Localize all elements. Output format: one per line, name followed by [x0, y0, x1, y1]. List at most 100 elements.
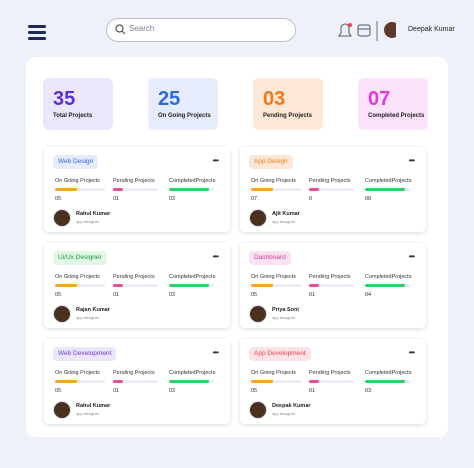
count: 08: [365, 196, 372, 202]
column-label: Pending Projects: [113, 274, 155, 280]
column-label: On Going Projects: [251, 370, 296, 376]
progress-track: [251, 188, 301, 191]
project-tag[interactable]: Dashboard: [249, 251, 291, 265]
count: 03: [169, 388, 176, 394]
column-label: Pending Projects: [309, 178, 351, 184]
project-tag[interactable]: App Development: [249, 347, 311, 361]
progress-fill: [113, 188, 123, 191]
column-label: Pending Projects: [113, 178, 155, 184]
progress-fill: [113, 284, 123, 287]
more-button[interactable]: •••: [212, 348, 219, 357]
search-box[interactable]: Search: [106, 18, 296, 42]
person-name: Deepak Kumar: [272, 403, 311, 409]
progress-track: [169, 284, 214, 287]
progress-fill: [365, 188, 405, 191]
column-label: On Going Projects: [55, 370, 100, 376]
project-tag[interactable]: Ui/Ux Designer: [53, 251, 107, 265]
progress-fill: [55, 380, 77, 383]
project-card: Ui/Ux Designer ••• On Going Projects 05 Pend…: [44, 243, 230, 328]
count: 04: [365, 292, 372, 298]
progress-track: [113, 284, 158, 287]
project-card: Web Development ••• On Going Projects 05 Pen…: [44, 339, 230, 424]
column-label: CompletedProjects: [365, 370, 412, 376]
user-name: Deepak Kumar: [408, 26, 455, 33]
more-button[interactable]: •••: [408, 348, 415, 357]
count: 07: [251, 196, 258, 202]
progress-track: [309, 380, 354, 383]
stat-card[interactable]: 25 On Going Projects: [148, 78, 218, 130]
column-label: CompletedProjects: [365, 178, 412, 184]
header-icons: [338, 21, 396, 41]
progress-track: [365, 284, 410, 287]
progress-track: [55, 284, 105, 287]
stat-card[interactable]: 03 Pending Projects: [253, 78, 323, 130]
column-label: On Going Projects: [251, 274, 296, 280]
search-placeholder: Search: [129, 24, 155, 33]
notification-dot: [348, 23, 352, 27]
progress-track: [365, 188, 410, 191]
progress-fill: [251, 380, 273, 383]
progress-track: [365, 380, 410, 383]
more-button[interactable]: •••: [408, 156, 415, 165]
count: 01: [113, 196, 120, 202]
column-label: On Going Projects: [55, 178, 100, 184]
column-label: On Going Projects: [251, 178, 296, 184]
menu-button[interactable]: [28, 25, 46, 43]
project-tag[interactable]: Web Development: [53, 347, 117, 361]
column-label: On Going Projects: [55, 274, 100, 280]
user-avatar[interactable]: [384, 22, 396, 38]
count: 05: [55, 196, 62, 202]
count: 03: [169, 292, 176, 298]
more-button[interactable]: •••: [212, 252, 219, 261]
stat-label: Pending Projects: [263, 113, 313, 119]
progress-fill: [169, 188, 209, 191]
project-card: Dashboard ••• On Going Projects 05 Pending P…: [240, 243, 426, 328]
stat-value: 35: [53, 88, 76, 110]
stat-value: 03: [263, 88, 286, 110]
count: 05: [55, 388, 62, 394]
more-button[interactable]: •••: [212, 156, 219, 165]
progress-fill: [365, 380, 405, 383]
progress-fill: [309, 380, 319, 383]
person-role: app designer: [272, 219, 296, 224]
progress-track: [55, 188, 105, 191]
avatar: [249, 401, 267, 419]
column-label: Pending Projects: [309, 274, 351, 280]
avatar: [53, 401, 71, 419]
progress-track: [309, 284, 354, 287]
progress-track: [55, 380, 105, 383]
person-name: Ajit Kumar: [272, 211, 300, 217]
more-button[interactable]: •••: [408, 252, 415, 261]
stat-label: On Going Projects: [158, 113, 211, 119]
stat-card[interactable]: 07 Completed Projects: [358, 78, 428, 130]
progress-track: [169, 380, 214, 383]
project-tag[interactable]: Web Design: [53, 155, 99, 169]
progress-track: [169, 188, 214, 191]
progress-track: [113, 188, 158, 191]
column-label: CompletedProjects: [365, 274, 412, 280]
project-tag[interactable]: App Design: [249, 155, 293, 169]
column-label: Pending Projects: [113, 370, 155, 376]
count: 01: [113, 292, 120, 298]
stat-card[interactable]: 35 Total Projects: [43, 78, 113, 130]
person-name: Rajan Kumar: [76, 307, 110, 313]
progress-track: [251, 284, 301, 287]
progress-fill: [251, 284, 273, 287]
count: 05: [251, 292, 258, 298]
project-card: App Development ••• On Going Projects 05 Pen…: [240, 339, 426, 424]
column-label: CompletedProjects: [169, 274, 216, 280]
progress-fill: [365, 284, 405, 287]
search-icon: [115, 24, 126, 35]
calendar-icon[interactable]: [357, 24, 371, 37]
progress-fill: [169, 380, 209, 383]
count: 03: [365, 388, 372, 394]
bell-icon[interactable]: [338, 23, 352, 37]
progress-track: [113, 380, 158, 383]
stat-label: Total Projects: [53, 113, 93, 119]
progress-fill: [55, 284, 77, 287]
progress-track: [309, 188, 354, 191]
count: 0: [309, 196, 313, 202]
avatar: [53, 209, 71, 227]
person-name: Rahul Kumar: [76, 211, 111, 217]
